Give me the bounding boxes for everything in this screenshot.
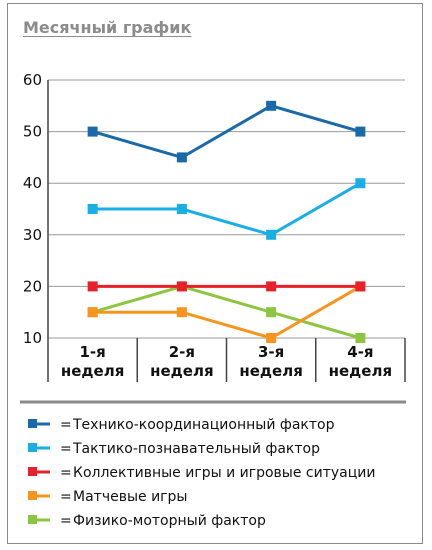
data-point (87, 281, 98, 292)
data-point (266, 333, 277, 343)
chart-frame (7, 3, 423, 544)
data-point (355, 281, 366, 292)
legend-label: Технико-координационный фактор (72, 417, 335, 433)
legend-marker (28, 515, 37, 524)
legend-marker (28, 443, 37, 452)
legend-equals: = (60, 441, 72, 457)
legend-label: Коллективные игры и игровые ситуации (73, 465, 375, 481)
x-tick-label: неделя (150, 362, 213, 380)
data-point (355, 333, 366, 343)
legend-equals: = (60, 465, 72, 481)
y-tick-label: 60 (23, 71, 42, 89)
data-point (176, 204, 187, 214)
legend-marker (28, 491, 37, 500)
x-tick-label: неделя (61, 362, 124, 380)
data-point (176, 281, 187, 292)
x-tick-label: неделя (329, 362, 392, 380)
data-point (266, 229, 277, 240)
x-tick-label: 4-я (347, 343, 373, 361)
data-point (355, 178, 366, 189)
y-tick-label: 50 (23, 123, 42, 141)
data-point (355, 126, 366, 137)
data-point (266, 100, 277, 111)
data-point (266, 281, 277, 292)
y-tick-label: 40 (23, 174, 42, 192)
data-point (176, 152, 187, 163)
data-point (87, 204, 98, 214)
series-line (92, 181, 362, 237)
legend-equals: = (60, 513, 72, 529)
y-tick-label: 10 (23, 329, 42, 347)
y-tick-label: 30 (23, 226, 42, 244)
data-point (176, 307, 187, 318)
legend-equals: = (60, 489, 72, 505)
data-point (266, 307, 277, 318)
x-tick-label: 1-я (79, 343, 105, 361)
legend-marker (28, 467, 37, 476)
legend-label: Тактико-познавательный фактор (72, 441, 320, 457)
series-line (92, 284, 361, 340)
chart-title: Месячный график (23, 18, 192, 37)
legend-label: Физико-моторный фактор (73, 513, 266, 529)
y-tick-label: 20 (23, 277, 42, 295)
legend-marker (28, 419, 37, 428)
x-tick-label: 2-я (169, 343, 195, 361)
legend-equals: = (60, 417, 72, 433)
legend-label: Матчевые игры (73, 489, 187, 505)
data-point (87, 126, 98, 137)
series-line (92, 285, 362, 340)
x-tick-label: 3-я (258, 343, 284, 361)
series-line (92, 104, 361, 160)
x-tick-label: неделя (239, 362, 302, 380)
data-point (87, 307, 98, 318)
